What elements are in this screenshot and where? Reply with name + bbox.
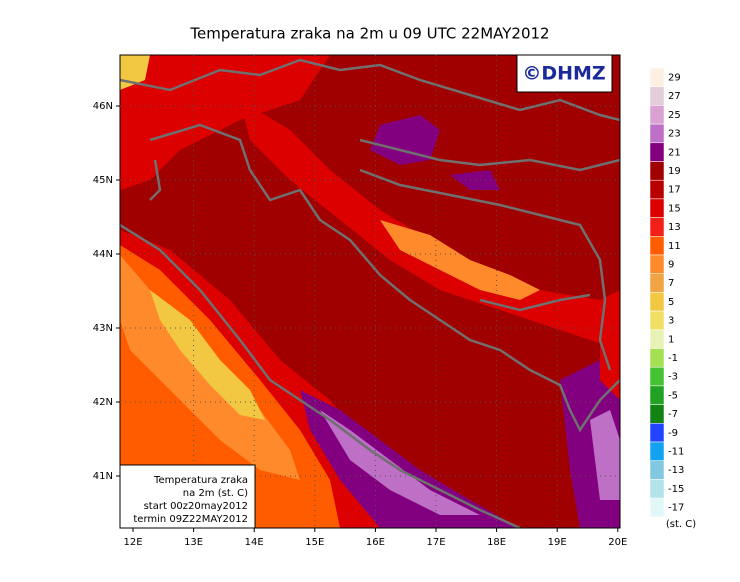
colorbar-label: 7 [668,278,674,289]
lon-tick-label: 12E [123,537,142,548]
colorbar-label: 29 [668,73,681,84]
colorbar-label: 1 [668,334,674,345]
colorbar-label: -17 [668,503,684,514]
colorbar-label: 19 [668,166,681,177]
colorbar-swatch [649,273,665,293]
colorbar-swatch [649,86,665,106]
colorbar-swatch [649,123,665,144]
info-line: termin 09Z22MAY2012 [133,514,248,525]
colorbar-label: 15 [668,203,681,214]
colorbar-swatch [649,385,665,405]
lon-tick-label: 19E [548,537,567,548]
colorbar-label: -9 [668,428,678,439]
colorbar-label: -1 [668,353,678,364]
colorbar-swatch [649,236,665,256]
colorbar-swatch [649,142,665,162]
colorbar-swatch [649,497,665,518]
colorbar-label: 21 [668,147,681,158]
temperature-field [120,55,620,528]
colorbar-label: 5 [668,297,674,308]
lon-tick-label: 14E [245,537,264,548]
colorbar-unit: (st. C) [666,519,696,530]
colorbar-label: 27 [668,91,681,102]
lat-tick-label: 45N [93,175,113,186]
colorbar-label: -3 [668,372,678,383]
info-text: Temperatura zraka na 2m (st. C) start 00z2… [133,475,248,525]
colorbar-swatch [649,217,665,237]
info-line: Temperatura zraka [153,475,248,486]
colorbar-label: 25 [668,110,681,121]
colorbar-label: 9 [668,260,674,271]
colorbar-swatch [649,198,665,218]
lon-tick-label: 15E [305,537,324,548]
colorbar-swatch [649,348,665,368]
lat-tick-label: 43N [93,323,113,334]
lon-tick-label: 13E [184,537,203,548]
lat-tick-label: 42N [93,397,113,408]
lon-tick-label: 18E [487,537,506,548]
colorbar-label: -7 [668,409,678,420]
lat-tick-label: 46N [93,101,113,112]
lon-tick-label: 17E [426,537,445,548]
colorbar-swatch [649,423,665,443]
colorbar-swatch [649,479,665,499]
colorbar-swatch [649,292,665,312]
map-frame [119,54,621,529]
colorbar-label: 11 [668,241,681,252]
colorbar-label: -11 [668,447,684,458]
lon-tick-label: 20E [608,537,627,548]
colorbar-swatch [649,179,665,200]
info-box [119,464,256,529]
logo: ©DHMZ [522,63,605,85]
colorbar-label: 3 [668,316,674,327]
colorbar-swatch [649,310,665,331]
colorbar-label: 13 [668,222,681,233]
logo-box [516,54,613,93]
colorbar-swatch [649,254,665,274]
colorbar-swatch [649,404,665,424]
colorbar-swatch [649,67,665,87]
lat-tick-label: 44N [93,249,113,260]
colorbar-swatch [649,366,665,387]
colorbar-label: -15 [668,484,684,495]
info-line: start 00z20may2012 [144,501,248,512]
colorbar-swatch [649,329,665,349]
info-line: na 2m (st. C) [183,488,248,499]
lat-tick-label: 41N [93,471,113,482]
colorbar-label: 23 [668,129,681,140]
colorbar-swatch [649,105,665,125]
graticule: 12E 13E 14E 15E 16E 17E 18E 19E 20E 46N 45N 44N 43N 4… [93,55,627,548]
colorbar-label: -13 [668,465,684,476]
lon-tick-label: 16E [366,537,385,548]
colorbar-label: 17 [668,185,681,196]
colorbar: 29 27 25 23 21 19 17 15 13 11 9 7 5 3 1 -1 -3 -5 -7 -9 -11 -1… [649,67,684,518]
colorbar-swatch [649,441,665,461]
colorbar-label: -5 [668,390,678,401]
colorbar-swatch [649,161,665,181]
colorbar-swatch [649,460,665,480]
title: Temperatura zraka na 2m u 09 UTC 22MAY20… [189,25,549,43]
